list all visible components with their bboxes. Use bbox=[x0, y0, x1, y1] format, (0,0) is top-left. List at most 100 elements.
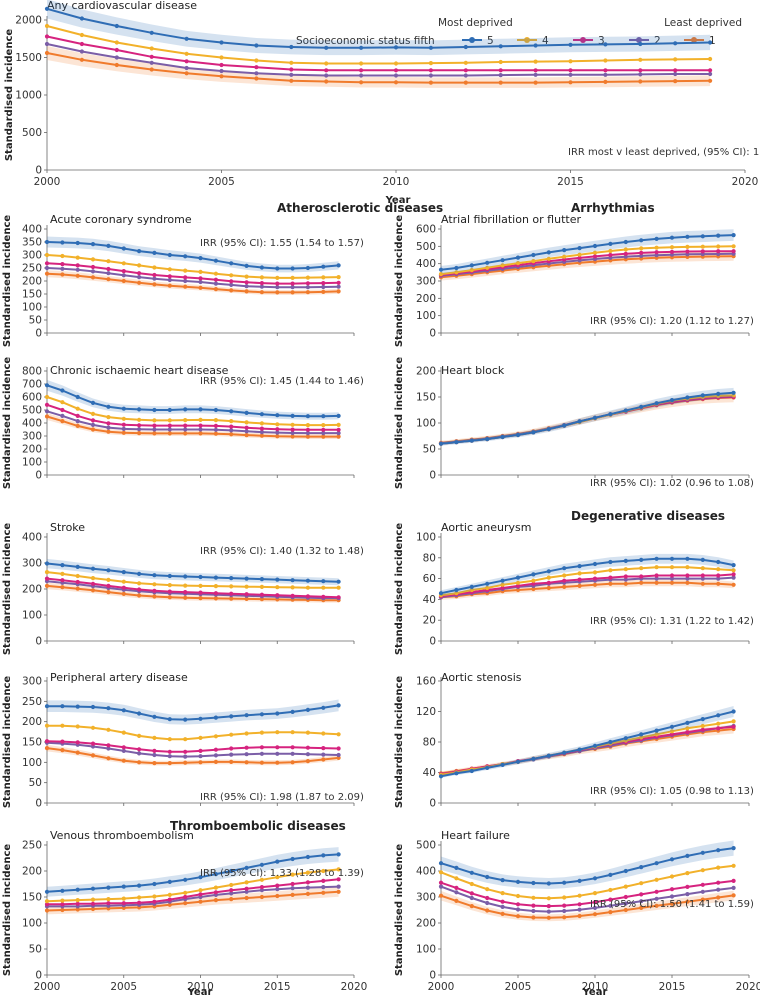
series-line-3 bbox=[46, 403, 339, 431]
data-point bbox=[229, 591, 234, 596]
data-point bbox=[577, 571, 582, 576]
data-point bbox=[75, 564, 80, 570]
data-point bbox=[562, 566, 567, 571]
data-point bbox=[275, 275, 280, 280]
data-point bbox=[244, 576, 249, 581]
series-line-4 bbox=[47, 724, 339, 741]
chart-panel-cihd: Chronic ischaemic heart disease 010020030… bbox=[2, 357, 364, 490]
data-point bbox=[639, 250, 644, 255]
data-point bbox=[485, 765, 490, 771]
data-point bbox=[60, 407, 65, 413]
data-point bbox=[244, 886, 249, 891]
data-point bbox=[669, 249, 675, 254]
data-point bbox=[244, 429, 249, 434]
data-point bbox=[500, 911, 505, 917]
data-point bbox=[531, 252, 536, 258]
y-tick-label: 0 bbox=[35, 328, 42, 340]
data-point bbox=[183, 423, 188, 428]
data-point bbox=[229, 288, 234, 293]
data-point bbox=[198, 596, 203, 601]
y-tick-label: 100 bbox=[416, 418, 436, 430]
data-point bbox=[259, 265, 264, 270]
ci-band-5 bbox=[441, 840, 734, 889]
data-point bbox=[336, 877, 341, 882]
y-tick-label: 0 bbox=[429, 798, 436, 810]
data-point bbox=[152, 761, 157, 766]
x-tick-label: 2015 bbox=[659, 981, 686, 993]
data-point bbox=[90, 242, 96, 247]
data-point bbox=[137, 895, 142, 900]
data-point bbox=[290, 281, 295, 286]
data-point bbox=[359, 68, 364, 73]
series-line-5 bbox=[440, 710, 734, 778]
data-point bbox=[290, 285, 295, 290]
data-point bbox=[167, 418, 172, 423]
data-point bbox=[669, 874, 675, 879]
data-point bbox=[229, 419, 234, 424]
data-point bbox=[137, 407, 142, 412]
data-point bbox=[336, 422, 341, 427]
data-point bbox=[290, 266, 295, 271]
data-point bbox=[290, 730, 295, 735]
data-point bbox=[608, 897, 613, 902]
data-point bbox=[716, 581, 721, 586]
data-point bbox=[121, 896, 126, 901]
irr-annotation: IRR (95% CI): 1.98 (1.87 to 2.09) bbox=[200, 792, 364, 803]
data-point bbox=[700, 557, 705, 563]
data-point bbox=[137, 760, 142, 765]
data-point bbox=[229, 746, 234, 751]
data-point bbox=[515, 879, 521, 885]
data-point bbox=[321, 281, 326, 286]
data-point bbox=[290, 886, 295, 891]
data-point bbox=[259, 421, 264, 426]
y-tick-label: 150 bbox=[22, 737, 42, 749]
data-point bbox=[121, 278, 126, 284]
data-point bbox=[623, 408, 628, 413]
data-point bbox=[321, 890, 326, 895]
data-point bbox=[106, 266, 111, 272]
data-point bbox=[485, 265, 490, 270]
data-point bbox=[500, 578, 505, 583]
data-point bbox=[731, 233, 736, 238]
data-point bbox=[229, 891, 234, 896]
y-tick-label: 150 bbox=[22, 289, 42, 301]
data-point bbox=[152, 573, 157, 578]
data-point bbox=[229, 282, 234, 287]
data-point bbox=[533, 43, 538, 48]
data-point bbox=[183, 583, 188, 588]
y-tick-label: 0 bbox=[35, 165, 42, 177]
data-point bbox=[183, 737, 188, 742]
irr-annotation: IRR (95% CI): 1.55 (1.54 to 1.57) bbox=[200, 238, 364, 249]
data-point bbox=[731, 582, 736, 587]
data-point bbox=[716, 559, 721, 565]
data-point bbox=[700, 882, 705, 887]
data-point bbox=[152, 714, 157, 719]
data-point bbox=[244, 880, 249, 885]
y-tick-label: 200 bbox=[22, 444, 42, 456]
data-point bbox=[259, 430, 264, 435]
data-point bbox=[669, 580, 675, 585]
data-point bbox=[708, 71, 713, 77]
data-point bbox=[275, 745, 280, 750]
data-point bbox=[213, 418, 218, 423]
data-point bbox=[44, 23, 50, 29]
data-point bbox=[305, 752, 310, 757]
ci-band-5 bbox=[47, 236, 339, 273]
data-point bbox=[577, 907, 582, 912]
section-title-thromboembolic: Thromboembolic diseases bbox=[170, 819, 346, 833]
data-point bbox=[305, 880, 310, 885]
legend-least-deprived: Least deprived bbox=[664, 17, 742, 29]
data-point bbox=[90, 725, 96, 730]
data-point bbox=[259, 592, 264, 597]
series-line-1 bbox=[46, 272, 339, 294]
x-tick-label: 2020 bbox=[341, 981, 368, 993]
data-point bbox=[90, 897, 96, 902]
data-point bbox=[167, 274, 172, 279]
data-point bbox=[75, 704, 80, 709]
series-line-3 bbox=[46, 35, 711, 72]
data-point bbox=[75, 413, 80, 418]
data-point bbox=[275, 751, 280, 756]
data-point bbox=[60, 898, 65, 903]
data-point bbox=[608, 910, 613, 915]
data-point bbox=[669, 398, 675, 403]
